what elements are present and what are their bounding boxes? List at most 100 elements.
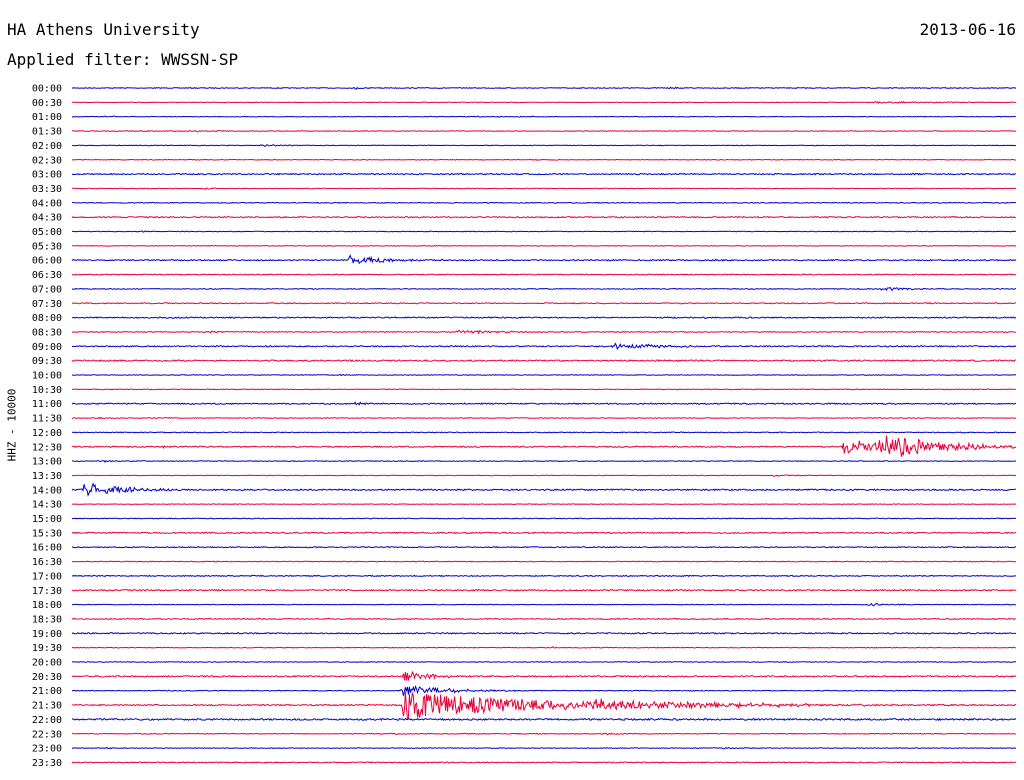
trace-row-1200 xyxy=(71,431,1017,434)
row-time-label: 06:30 xyxy=(32,270,62,281)
row-time-label: 01:00 xyxy=(32,112,62,123)
row-time-label: 12:00 xyxy=(32,428,62,439)
row-time-label: 18:00 xyxy=(32,600,62,611)
trace-row-0300 xyxy=(71,172,1017,176)
trace-row-1330 xyxy=(71,474,1017,477)
trace-row-2030 xyxy=(71,670,1017,681)
trace-row-2000 xyxy=(71,661,1017,663)
trace-row-1600 xyxy=(71,546,1016,549)
trace-row-1830 xyxy=(71,617,1017,621)
row-time-label: 16:00 xyxy=(32,543,62,554)
row-time-label: 10:30 xyxy=(32,385,62,396)
row-time-label: 19:00 xyxy=(32,629,62,640)
row-time-label: 14:00 xyxy=(32,485,62,496)
trace-row-0000 xyxy=(71,86,1017,90)
trace-row-0730 xyxy=(71,302,1017,305)
row-time-label: 09:30 xyxy=(32,356,62,367)
row-time-label: 07:00 xyxy=(32,284,62,295)
row-time-label: 03:00 xyxy=(32,170,62,181)
trace-row-1430 xyxy=(71,503,1017,505)
row-time-label: 02:00 xyxy=(32,141,62,152)
record-date: 2013-06-16 xyxy=(919,20,1016,39)
trace-row-1130 xyxy=(72,416,1017,420)
trace-row-1300 xyxy=(71,459,1017,463)
trace-row-1030 xyxy=(72,388,1017,391)
trace-row-1930 xyxy=(71,646,1017,649)
applied-filter-label: Applied filter: WWSSN-SP xyxy=(7,50,239,69)
row-time-label: 20:00 xyxy=(32,658,62,669)
trace-row-0930 xyxy=(71,359,1016,363)
row-time-label: 23:30 xyxy=(32,758,62,769)
trace-row-1400 xyxy=(71,482,1017,497)
row-time-label: 13:30 xyxy=(32,471,62,482)
trace-row-1630 xyxy=(71,560,1017,563)
trace-row-0800 xyxy=(71,316,1017,319)
row-time-label: 20:30 xyxy=(32,672,62,683)
trace-row-0030 xyxy=(71,100,1017,105)
row-time-label: 19:30 xyxy=(32,643,62,654)
row-time-label: 17:30 xyxy=(32,586,62,597)
trace-row-2200 xyxy=(71,717,1017,722)
trace-row-0700 xyxy=(71,286,1017,292)
row-time-label: 05:30 xyxy=(32,241,62,252)
trace-row-1800 xyxy=(72,602,1017,607)
row-time-label: 16:30 xyxy=(32,557,62,568)
row-time-label: 02:30 xyxy=(32,155,62,166)
trace-row-0400 xyxy=(72,201,1017,204)
trace-row-0130 xyxy=(71,129,1017,133)
row-time-label: 22:30 xyxy=(32,729,62,740)
row-time-label: 01:30 xyxy=(32,127,62,138)
trace-row-0500 xyxy=(71,230,1017,233)
row-time-label: 04:30 xyxy=(32,213,62,224)
trace-row-2330 xyxy=(71,761,1017,764)
row-time-label: 23:00 xyxy=(32,744,62,755)
trace-row-0200 xyxy=(71,144,1017,147)
trace-row-1700 xyxy=(71,574,1017,578)
row-time-label: 10:00 xyxy=(32,371,62,382)
row-time-label: 13:00 xyxy=(32,457,62,468)
row-time-label: 21:00 xyxy=(32,686,62,697)
trace-row-0230 xyxy=(71,158,1016,161)
row-time-label: 21:30 xyxy=(32,701,62,712)
row-time-label: 22:00 xyxy=(32,715,62,726)
trace-row-1500 xyxy=(71,517,1017,520)
trace-row-1000 xyxy=(71,373,1017,377)
trace-row-0330 xyxy=(71,187,1016,191)
station-title: HA Athens University xyxy=(7,20,200,39)
row-time-label: 05:00 xyxy=(32,227,62,238)
row-time-label: 03:30 xyxy=(32,184,62,195)
trace-row-2130 xyxy=(71,691,1017,721)
row-time-label: 14:30 xyxy=(32,500,62,511)
row-time-label: 17:00 xyxy=(32,571,62,582)
trace-row-0630 xyxy=(71,273,1017,276)
trace-row-1230 xyxy=(71,435,1017,457)
row-time-label: 07:30 xyxy=(32,299,62,310)
row-time-label: 11:00 xyxy=(32,399,62,410)
row-time-label: 15:00 xyxy=(32,514,62,525)
row-time-label: 09:00 xyxy=(32,342,62,353)
row-time-label: 18:30 xyxy=(32,614,62,625)
trace-row-0530 xyxy=(71,244,1017,247)
trace-row-1900 xyxy=(71,632,1017,635)
trace-row-0430 xyxy=(71,215,1017,219)
trace-row-1730 xyxy=(71,588,1017,592)
trace-row-0830 xyxy=(71,329,1017,335)
row-time-label: 12:30 xyxy=(32,442,62,453)
row-time-label: 11:30 xyxy=(32,414,62,425)
trace-row-1530 xyxy=(71,531,1017,535)
row-time-label: 04:00 xyxy=(32,198,62,209)
trace-row-1100 xyxy=(71,401,1017,406)
trace-row-2300 xyxy=(71,746,1016,750)
trace-row-0900 xyxy=(71,342,1017,350)
row-time-label: 06:00 xyxy=(32,256,62,267)
trace-row-0600 xyxy=(71,254,1017,265)
trace-row-2230 xyxy=(71,732,1017,736)
row-time-label: 08:00 xyxy=(32,313,62,324)
trace-row-2100 xyxy=(71,685,1017,696)
row-time-label: 00:30 xyxy=(32,98,62,109)
trace-row-0100 xyxy=(71,115,1017,118)
row-time-label: 00:00 xyxy=(32,84,62,95)
row-time-label: 08:30 xyxy=(32,327,62,338)
row-time-label: 15:30 xyxy=(32,528,62,539)
